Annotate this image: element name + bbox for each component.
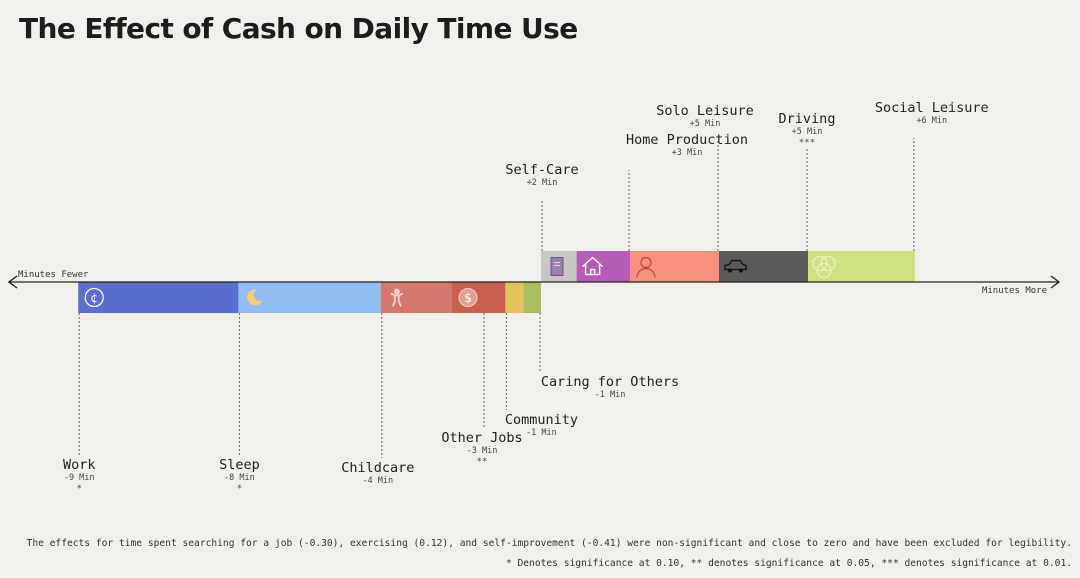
label-community: Community — [505, 412, 578, 428]
value-label-work: -9 Min — [64, 473, 95, 483]
leader-layer — [78, 138, 915, 458]
label-childcare: Childcare — [341, 460, 414, 476]
bar-driving — [719, 251, 808, 282]
value-label-other-jobs: -3 Min — [467, 446, 498, 456]
value-label-childcare: -4 Min — [362, 476, 393, 486]
house-icon — [582, 256, 604, 276]
bar-home-production — [576, 251, 630, 282]
significance-other-jobs: ** — [477, 457, 488, 467]
label-social-leisure: Social Leisure — [875, 100, 989, 116]
axis-label-right: Minutes More — [982, 286, 1047, 296]
label-work: Work — [63, 457, 96, 473]
car-icon — [724, 259, 747, 273]
person-icon — [636, 256, 656, 278]
bar-sleep — [238, 282, 381, 313]
svg-text:$: $ — [464, 291, 472, 305]
label-layer: Work-9 Min*Sleep-8 Min*Childcare-4 MinOt… — [63, 100, 989, 494]
bar-community — [505, 282, 524, 313]
footnote-excluded: The effects for time spent searching for… — [26, 538, 1072, 549]
right-arrow-icon — [1050, 275, 1061, 289]
icon-layer: ¢ $ — [84, 255, 836, 308]
axis-layer: Minutes Fewer Minutes More — [7, 270, 1061, 296]
cent-coin-icon: ¢ — [84, 287, 104, 308]
dollar-coin-icon: $ — [458, 288, 478, 307]
value-label-caring-for-others: -1 Min — [595, 390, 626, 400]
significance-driving: *** — [799, 138, 815, 148]
value-label-driving: +5 Min — [792, 127, 823, 137]
value-label-community: -1 Min — [526, 428, 557, 438]
overlapping-circles-icon — [812, 255, 836, 279]
moon-sleep-icon — [247, 289, 263, 306]
significance-sleep: * — [237, 484, 242, 494]
label-other-jobs: Other Jobs — [441, 430, 522, 446]
bar-childcare — [380, 282, 452, 313]
value-label-social-leisure: +6 Min — [916, 116, 947, 126]
chart-title: The Effect of Cash on Daily Time Use — [19, 12, 578, 45]
label-self-care: Self-Care — [505, 162, 578, 178]
bar-work — [78, 282, 239, 313]
label-caring-for-others: Caring for Others — [541, 374, 679, 390]
child-icon — [390, 288, 404, 307]
svg-text:¢: ¢ — [90, 291, 98, 305]
book-icon — [550, 257, 564, 276]
value-label-home-production: +3 Min — [672, 148, 703, 158]
axis-label-left: Minutes Fewer — [18, 270, 89, 280]
value-label-sleep: -8 Min — [224, 473, 255, 483]
label-driving: Driving — [779, 111, 836, 127]
footnote-significance: * Denotes significance at 0.10, ** denot… — [505, 558, 1072, 569]
bar-caring-for-others — [523, 282, 541, 313]
label-solo-leisure: Solo Leisure — [656, 103, 754, 119]
label-sleep: Sleep — [219, 457, 260, 473]
bar-solo-leisure — [630, 251, 719, 282]
label-home-production: Home Production — [626, 132, 748, 148]
value-label-self-care: +2 Min — [527, 178, 558, 188]
significance-work: * — [76, 484, 81, 494]
value-label-solo-leisure: +5 Min — [690, 119, 721, 129]
left-arrow-icon — [7, 275, 18, 289]
